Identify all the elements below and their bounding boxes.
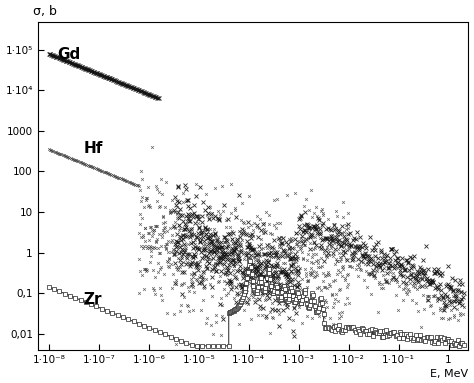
Text: Zr: Zr xyxy=(84,291,102,307)
Text: Gd: Gd xyxy=(58,47,81,62)
Text: E, MeV: E, MeV xyxy=(430,370,468,380)
Text: σ, b: σ, b xyxy=(34,5,57,18)
Text: Hf: Hf xyxy=(84,141,103,156)
